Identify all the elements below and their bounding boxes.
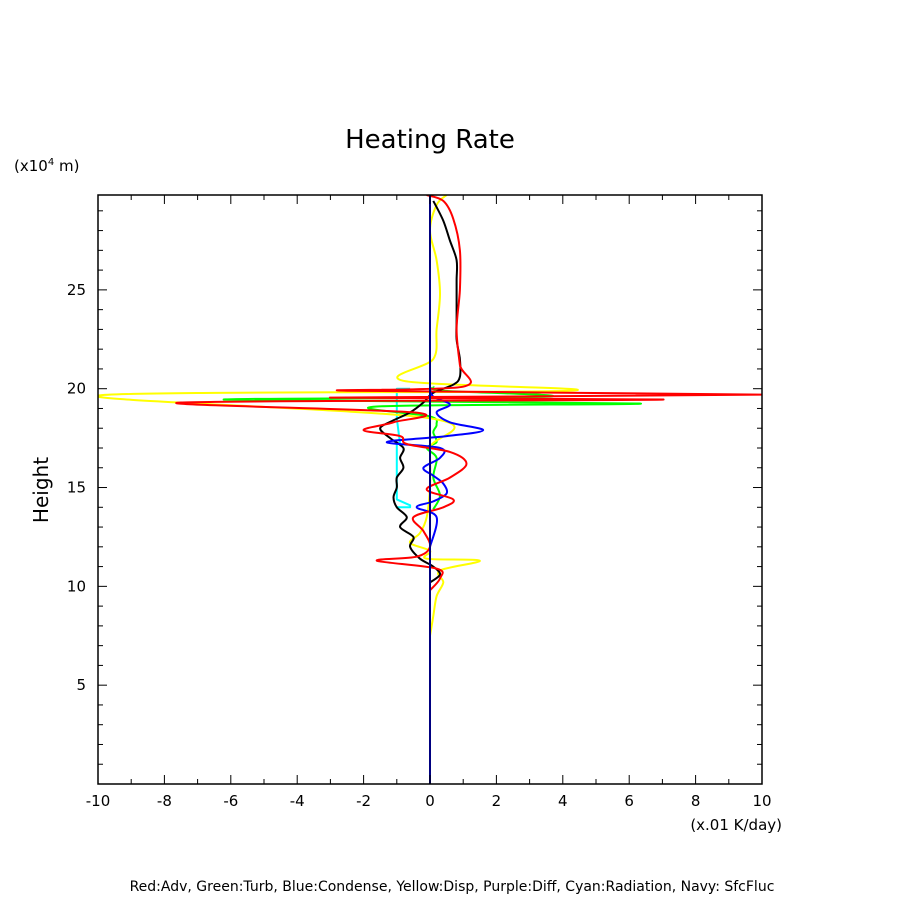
x-tick-label: -2 (356, 792, 371, 810)
tick-labels-layer: -10 -8 -6 -4 -2 0 2 4 6 8 10 5 10 15 20 25 (67, 281, 772, 810)
series-line-disp (98, 195, 579, 636)
y-axis-unit-suffix: m) (54, 157, 79, 175)
x-tick-label: 2 (492, 792, 502, 810)
y-axis-unit-prefix: (x10 (14, 157, 48, 175)
x-tick-label: 8 (691, 792, 701, 810)
series-line-condense (385, 388, 485, 548)
x-tick-label: 10 (752, 792, 771, 810)
legend-text: Red:Adv, Green:Turb, Blue:Condense, Yell… (130, 879, 775, 895)
x-tick-label: 4 (558, 792, 568, 810)
chart-title: Heating Rate (345, 125, 515, 155)
y-axis-unit-exponent: 4 (48, 157, 54, 168)
ticks-layer (97, 195, 763, 784)
x-axis-label: (x.01 K/day) (690, 816, 782, 834)
y-tick-label: 25 (67, 281, 86, 299)
x-tick-label: -8 (157, 792, 172, 810)
x-tick-label: -6 (223, 792, 238, 810)
series-layer (98, 195, 762, 784)
y-tick-label: 20 (67, 380, 86, 398)
y-tick-label: 15 (67, 479, 86, 497)
y-tick-label: 5 (76, 676, 86, 694)
y-tick-label: 10 (67, 577, 86, 595)
x-tick-label: 0 (425, 792, 435, 810)
y-axis-unit: (x104 m) (14, 157, 79, 175)
x-tick-label: -10 (86, 792, 111, 810)
x-tick-label: 6 (624, 792, 634, 810)
x-tick-label: -4 (290, 792, 305, 810)
series-line-adv (175, 195, 762, 591)
plot-frame (97, 194, 763, 785)
y-axis-label: Height (29, 457, 53, 523)
